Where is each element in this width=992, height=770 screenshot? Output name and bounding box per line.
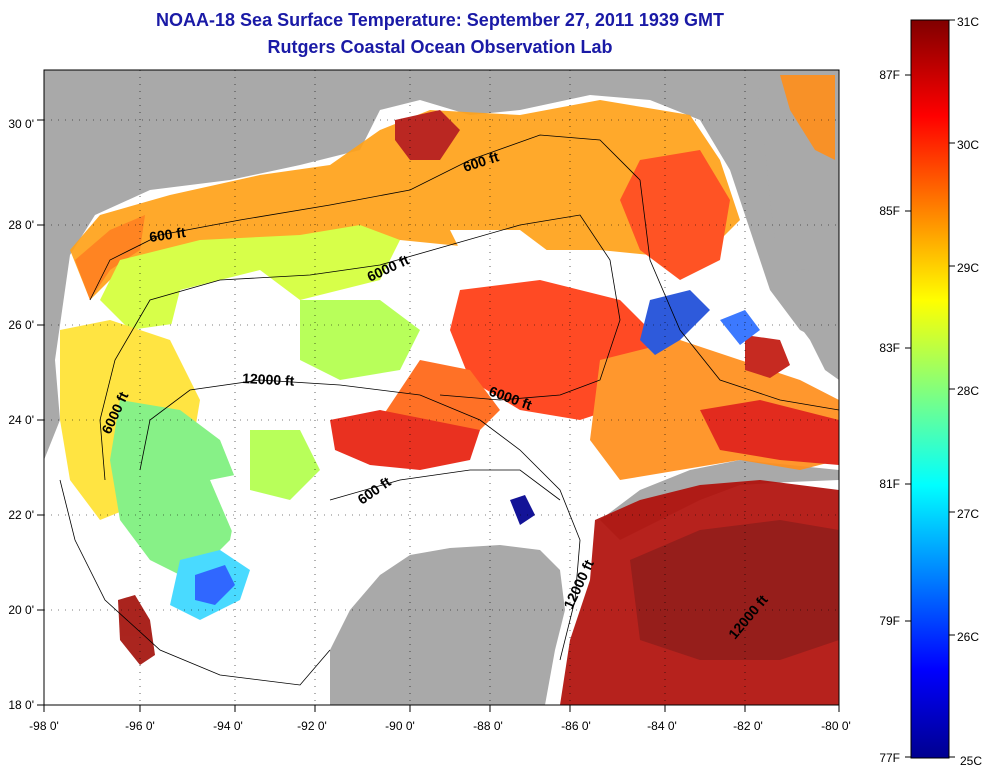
celsius-label: 27C: [957, 507, 979, 521]
map-subtitle: Rutgers Coastal Ocean Observation Lab: [267, 37, 613, 57]
fahrenheit-label: 81F: [879, 477, 900, 491]
axis-ticks: [37, 119, 840, 712]
fahrenheit-label: 83F: [879, 341, 900, 355]
lon-tick: -92 0': [297, 719, 327, 733]
contour-6000ft: [99, 214, 621, 481]
contour-12000ft: [139, 379, 581, 661]
lon-tick: -94 0': [213, 719, 243, 733]
celsius-label: 31C: [957, 15, 979, 29]
contour-label: 600 ft: [148, 224, 187, 245]
lon-tick: -82 0': [733, 719, 763, 733]
latitude-labels: 30 0' 28 0' 26 0' 24 0' 22 0' 20 0' 18 0…: [8, 117, 34, 712]
map-area: [44, 70, 839, 705]
lat-tick: 30 0': [8, 117, 34, 131]
lat-tick: 24 0': [8, 413, 34, 427]
lat-tick: 28 0': [8, 218, 34, 232]
yucatan: [330, 545, 565, 705]
lat-tick: 20 0': [8, 603, 34, 617]
lon-tick: -88 0': [473, 719, 503, 733]
lat-tick: 26 0': [8, 318, 34, 332]
lon-tick: -96 0': [125, 719, 155, 733]
lat-tick: 22 0': [8, 508, 34, 522]
island: [794, 269, 812, 281]
depth-contours: [59, 134, 839, 686]
celsius-label: 28C: [957, 384, 979, 398]
sst-field: [60, 75, 839, 705]
contour-label: 12000 ft: [242, 370, 295, 389]
celsius-label: 26C: [957, 630, 979, 644]
colorbar: 31C 30C 29C 28C 27C 26C 25C 87F 85F 83F …: [879, 15, 982, 768]
celsius-label: 25C: [960, 754, 982, 768]
fahrenheit-label: 87F: [879, 68, 900, 82]
graticule: [44, 70, 839, 705]
map-title: NOAA-18 Sea Surface Temperature: Septemb…: [156, 10, 724, 30]
contour-600ft-yucatan: [329, 469, 561, 501]
map-frame: [43, 69, 840, 706]
celsius-label: 29C: [957, 261, 979, 275]
celsius-label: 30C: [957, 138, 979, 152]
lat-tick: 18 0': [8, 698, 34, 712]
lon-tick: -98 0': [29, 719, 59, 733]
contour-600ft-south: [59, 479, 331, 686]
lon-tick: -84 0': [647, 719, 677, 733]
fahrenheit-label: 79F: [879, 614, 900, 628]
longitude-labels: -98 0' -96 0' -94 0' -92 0' -90 0' -88 0…: [29, 719, 851, 733]
lon-tick: -86 0': [561, 719, 591, 733]
lon-tick: -80 0': [821, 719, 851, 733]
fahrenheit-label: 77F: [879, 751, 900, 765]
colorbar-gradient: [910, 19, 950, 759]
fahrenheit-label: 85F: [879, 204, 900, 218]
contour-600ft-north: [89, 134, 839, 411]
lon-tick: -90 0': [385, 719, 415, 733]
